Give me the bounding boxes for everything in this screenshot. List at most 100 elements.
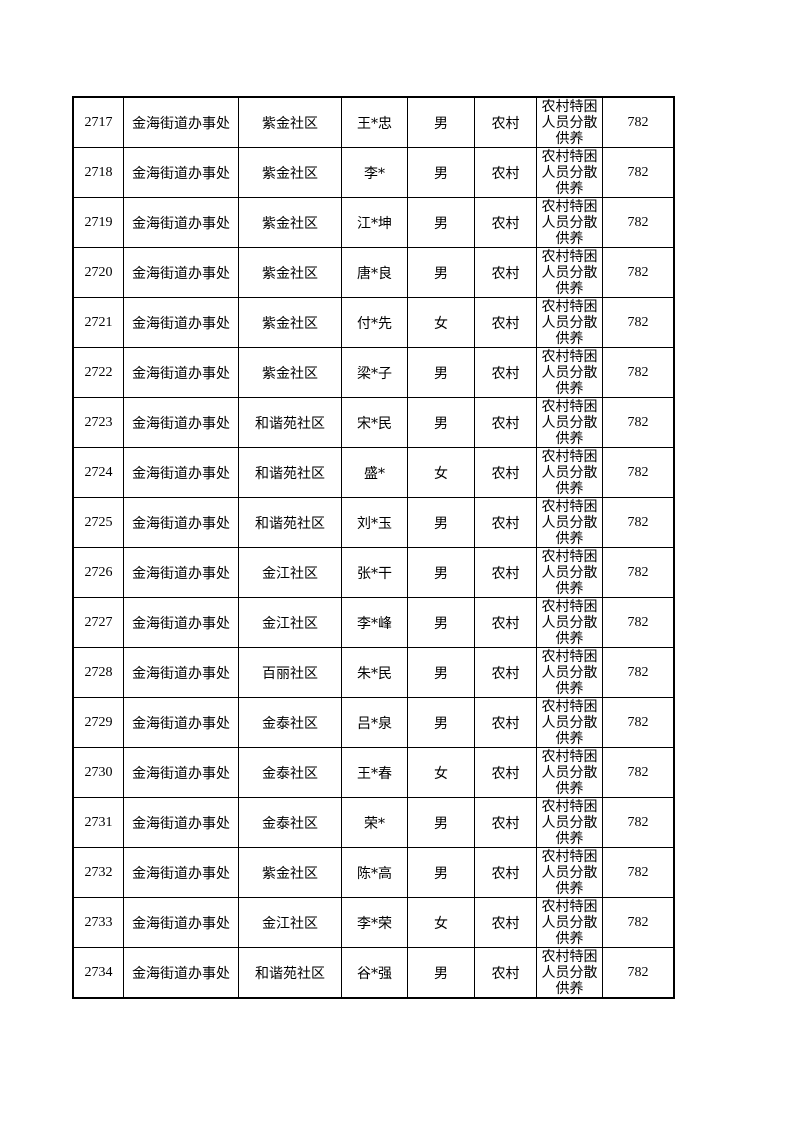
category-text: 农村特困人员分散供养 [541, 299, 598, 347]
household-type-cell: 农村 [474, 547, 537, 598]
table-row: 2733 金海街道办事处 金江社区 李*荣女农村 农村特困人员分散供养 782 [72, 897, 675, 948]
table-row: 2731 金海街道办事处 金泰社区 荣* 男农村 农村特困人员分散供养 782 [72, 797, 675, 848]
table-row: 2724 金海街道办事处 和谐苑社区 盛* 女农村 农村特困人员分散供养 782 [72, 447, 675, 498]
row-number: 2734 [72, 947, 124, 999]
name-cell: 张*干 [341, 547, 408, 598]
household-type-cell: 农村 [474, 847, 537, 898]
category-text: 农村特困人员分散供养 [541, 249, 598, 297]
row-number: 2717 [72, 96, 124, 148]
category-text: 农村特困人员分散供养 [541, 799, 598, 847]
office-cell: 金海街道办事处 [123, 197, 239, 248]
household-type-cell: 农村 [474, 447, 537, 498]
gender-cell: 男 [407, 847, 475, 898]
category-cell: 农村特困人员分散供养 [536, 897, 603, 948]
name-cell: 李*荣 [341, 897, 408, 948]
gender-cell: 男 [407, 947, 475, 999]
category-cell: 农村特困人员分散供养 [536, 147, 603, 198]
row-number: 2720 [72, 247, 124, 298]
row-number: 2729 [72, 697, 124, 748]
community-cell: 和谐苑社区 [238, 447, 342, 498]
category-cell: 农村特困人员分散供养 [536, 197, 603, 248]
category-cell: 农村特困人员分散供养 [536, 947, 603, 999]
gender-cell: 男 [407, 347, 475, 398]
beneficiary-table: 2717 金海街道办事处 紫金社区 王*忠男农村 农村特困人员分散供养 782 2718 金海… [72, 96, 675, 999]
name-cell: 朱*民 [341, 647, 408, 698]
gender-cell: 男 [407, 547, 475, 598]
category-text: 农村特困人员分散供养 [541, 949, 598, 997]
community-cell: 和谐苑社区 [238, 947, 342, 999]
row-number: 2727 [72, 597, 124, 648]
gender-cell: 男 [407, 96, 475, 148]
community-cell: 紫金社区 [238, 297, 342, 348]
office-cell: 金海街道办事处 [123, 747, 239, 798]
category-text: 农村特困人员分散供养 [541, 99, 598, 147]
category-text: 农村特困人员分散供养 [541, 649, 598, 697]
category-text: 农村特困人员分散供养 [541, 699, 598, 747]
category-cell: 农村特困人员分散供养 [536, 797, 603, 848]
office-cell: 金海街道办事处 [123, 447, 239, 498]
name-cell: 宋*民 [341, 397, 408, 448]
table-row: 2723 金海街道办事处 和谐苑社区 宋*民男农村 农村特困人员分散供养 782 [72, 397, 675, 448]
table-row: 2730 金海街道办事处 金泰社区 王*春女农村 农村特困人员分散供养 782 [72, 747, 675, 798]
community-cell: 紫金社区 [238, 247, 342, 298]
household-type-cell: 农村 [474, 497, 537, 548]
amount-cell: 782 [602, 747, 675, 798]
table-row: 2734 金海街道办事处 和谐苑社区 谷*强男农村 农村特困人员分散供养 782 [72, 947, 675, 999]
name-cell: 梁*子 [341, 347, 408, 398]
row-number: 2730 [72, 747, 124, 798]
category-cell: 农村特困人员分散供养 [536, 647, 603, 698]
amount-cell: 782 [602, 247, 675, 298]
category-text: 农村特困人员分散供养 [541, 399, 598, 447]
table-row: 2726 金海街道办事处 金江社区 张*干男农村 农村特困人员分散供养 782 [72, 547, 675, 598]
community-cell: 紫金社区 [238, 197, 342, 248]
community-cell: 和谐苑社区 [238, 397, 342, 448]
table-row: 2718 金海街道办事处 紫金社区 李* 男农村 农村特困人员分散供养 782 [72, 147, 675, 198]
household-type-cell: 农村 [474, 247, 537, 298]
row-number: 2724 [72, 447, 124, 498]
category-cell: 农村特困人员分散供养 [536, 347, 603, 398]
table-row: 2729 金海街道办事处 金泰社区 吕*泉男农村 农村特困人员分散供养 782 [72, 697, 675, 748]
category-text: 农村特困人员分散供养 [541, 349, 598, 397]
household-type-cell: 农村 [474, 747, 537, 798]
gender-cell: 男 [407, 797, 475, 848]
office-cell: 金海街道办事处 [123, 497, 239, 548]
category-text: 农村特困人员分散供养 [541, 499, 598, 547]
household-type-cell: 农村 [474, 397, 537, 448]
category-text: 农村特困人员分散供养 [541, 849, 598, 897]
gender-cell: 女 [407, 897, 475, 948]
gender-cell: 男 [407, 147, 475, 198]
row-number: 2719 [72, 197, 124, 248]
row-number: 2725 [72, 497, 124, 548]
office-cell: 金海街道办事处 [123, 347, 239, 398]
category-text: 农村特困人员分散供养 [541, 749, 598, 797]
office-cell: 金海街道办事处 [123, 647, 239, 698]
category-text: 农村特困人员分散供养 [541, 149, 598, 197]
row-number: 2721 [72, 297, 124, 348]
amount-cell: 782 [602, 897, 675, 948]
table-row: 2720 金海街道办事处 紫金社区 唐*良男农村 农村特困人员分散供养 782 [72, 247, 675, 298]
name-cell: 江*坤 [341, 197, 408, 248]
community-cell: 金泰社区 [238, 697, 342, 748]
amount-cell: 782 [602, 697, 675, 748]
table-row: 2721 金海街道办事处 紫金社区 付*先女农村 农村特困人员分散供养 782 [72, 297, 675, 348]
household-type-cell: 农村 [474, 147, 537, 198]
amount-cell: 782 [602, 447, 675, 498]
name-cell: 王*春 [341, 747, 408, 798]
household-type-cell: 农村 [474, 347, 537, 398]
name-cell: 盛* [341, 447, 408, 498]
category-text: 农村特困人员分散供养 [541, 199, 598, 247]
category-cell: 农村特困人员分散供养 [536, 497, 603, 548]
gender-cell: 男 [407, 647, 475, 698]
office-cell: 金海街道办事处 [123, 96, 239, 148]
category-cell: 农村特困人员分散供养 [536, 697, 603, 748]
name-cell: 吕*泉 [341, 697, 408, 748]
gender-cell: 男 [407, 497, 475, 548]
office-cell: 金海街道办事处 [123, 897, 239, 948]
row-number: 2733 [72, 897, 124, 948]
table-row: 2719 金海街道办事处 紫金社区 江*坤男农村 农村特困人员分散供养 782 [72, 197, 675, 248]
office-cell: 金海街道办事处 [123, 297, 239, 348]
gender-cell: 男 [407, 397, 475, 448]
category-cell: 农村特困人员分散供养 [536, 297, 603, 348]
office-cell: 金海街道办事处 [123, 697, 239, 748]
amount-cell: 782 [602, 147, 675, 198]
